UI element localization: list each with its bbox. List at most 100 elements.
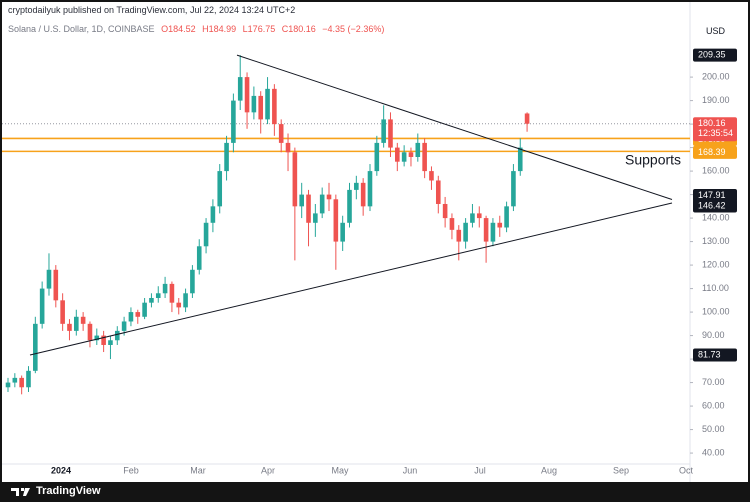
candle-body: [483, 218, 489, 242]
candle-body: [504, 206, 509, 228]
candle-body: [33, 323, 38, 371]
candle-body: [285, 142, 291, 153]
y-tick-label: 40.00: [702, 447, 725, 457]
price-tag: [693, 348, 737, 362]
price-tag-label: 81.73: [698, 349, 721, 359]
candle-body: [517, 147, 523, 172]
y-tick-label: 70.00: [702, 377, 725, 387]
candle-body: [101, 335, 106, 345]
candle-body: [463, 222, 468, 242]
candle-body: [121, 321, 127, 331]
candle-body: [408, 152, 414, 157]
candle-body: [354, 182, 359, 190]
trendline: [29, 202, 673, 356]
chart: 40.0050.0060.0070.0080.0090.00100.00110.…: [2, 2, 737, 482]
candle-body: [422, 142, 427, 172]
y-tick-label: 50.00: [702, 424, 725, 434]
candle-body: [470, 213, 475, 223]
x-tick-label: Oct: [679, 465, 694, 475]
x-tick-label: Jul: [474, 465, 486, 475]
price-tag: [693, 48, 737, 62]
candle-body: [46, 269, 52, 289]
candle-body: [367, 171, 373, 207]
candle-body: [169, 283, 175, 303]
candle-body: [278, 124, 284, 143]
candle-body: [292, 152, 298, 207]
candle-body: [12, 377, 18, 383]
ohlc-low: L176.75: [242, 24, 276, 34]
y-tick-label: 100.00: [702, 306, 730, 316]
candle-body: [26, 370, 31, 388]
candle-body: [155, 293, 161, 298]
candle-body: [142, 302, 147, 317]
price-tag-label: 180.16: [698, 118, 726, 128]
candle-body: [128, 312, 134, 322]
candle-body: [53, 269, 59, 301]
x-tick-label: 2024: [51, 465, 71, 475]
candle-body: [415, 142, 421, 157]
y-tick-label: 60.00: [702, 400, 725, 410]
candle-body: [374, 142, 380, 172]
brand: TradingView: [36, 485, 101, 497]
candle-body: [347, 189, 352, 223]
price-tag: [693, 199, 737, 213]
candle-body: [381, 119, 386, 143]
y-tick-label: 140.00: [702, 212, 730, 222]
x-tick-label: Aug: [541, 465, 557, 475]
candle-body: [490, 222, 496, 242]
candle-body: [449, 218, 455, 230]
candle-body: [203, 222, 209, 247]
candle-body: [94, 335, 100, 341]
price-tag-label: 168.39: [698, 147, 726, 157]
candle-body: [237, 77, 243, 101]
candle-body: [190, 269, 195, 294]
candle-body: [5, 382, 11, 388]
x-tick-label: Apr: [261, 465, 275, 475]
y-tick-label: 200.00: [702, 71, 730, 81]
candle-body: [258, 95, 264, 120]
y-tick-label: 130.00: [702, 236, 730, 246]
chart-title: Solana / U.S. Dollar, 1D, COINBASE: [8, 24, 155, 34]
candle-body: [319, 194, 325, 214]
trendline: [236, 54, 673, 200]
candle-body: [306, 194, 311, 223]
price-tag-label: 209.35: [698, 50, 726, 60]
candle-body: [313, 213, 318, 223]
candle-body: [217, 171, 223, 207]
ohlc-close: C180.16: [281, 24, 316, 34]
candle-body: [67, 323, 72, 331]
chart-frame: 40.0050.0060.0070.0080.0090.00100.00110.…: [2, 2, 748, 482]
candle-body: [326, 194, 332, 200]
candle-body: [183, 293, 188, 308]
candle-body: [244, 77, 250, 113]
candle-body: [74, 316, 79, 331]
y-tick-label: 190.00: [702, 95, 730, 105]
symbol-line: Solana / U.S. Dollar, 1D, COINBASE O184.…: [8, 24, 388, 34]
publisher: cryptodailyuk published on TradingView.c…: [8, 5, 296, 15]
candle-body: [224, 142, 229, 172]
x-tick-label: May: [331, 465, 349, 475]
x-tick-label: Jun: [403, 465, 418, 475]
candle-body: [511, 171, 516, 207]
candle-body: [333, 199, 339, 242]
candle-body: [435, 180, 441, 204]
price-tag-label: 146.42: [698, 200, 726, 210]
candle-body: [299, 194, 304, 207]
x-tick-label: Mar: [190, 465, 206, 475]
candle-body: [39, 288, 45, 324]
candle-body: [476, 213, 482, 219]
price-tag: [693, 117, 737, 142]
candle-body: [60, 300, 65, 324]
ohlc-high: H184.99: [202, 24, 237, 34]
footer-bar: [0, 482, 750, 502]
logo-icon: [11, 488, 30, 496]
candle-body: [210, 206, 216, 223]
candle-body: [388, 119, 393, 148]
candle-body: [19, 377, 24, 388]
candle-body: [162, 283, 168, 294]
price-tag: [693, 145, 737, 159]
candle-body: [176, 302, 182, 308]
currency[interactable]: USD: [706, 26, 726, 36]
ohlc-open: O184.52: [161, 24, 196, 34]
